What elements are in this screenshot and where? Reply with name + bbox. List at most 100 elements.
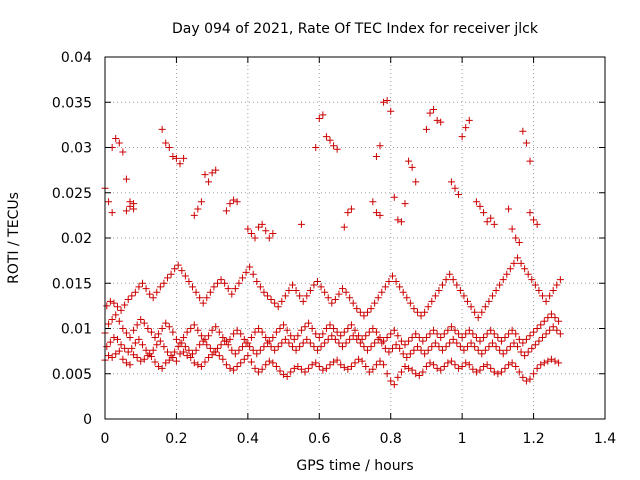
data-point — [285, 339, 293, 347]
data-point — [483, 330, 491, 338]
data-point — [356, 339, 364, 347]
data-point — [324, 335, 332, 343]
data-point — [294, 332, 302, 340]
data-point — [189, 283, 196, 291]
data-point — [326, 321, 334, 329]
data-point — [115, 347, 123, 355]
data-point — [105, 320, 113, 328]
data-point — [390, 193, 398, 201]
data-point — [231, 350, 239, 358]
data-point — [253, 350, 261, 358]
data-point — [539, 292, 546, 300]
data-point — [321, 339, 329, 347]
data-point — [158, 325, 166, 332]
data-point — [185, 346, 193, 354]
data-point — [553, 281, 561, 289]
data-point — [524, 348, 532, 356]
data-point — [546, 292, 554, 300]
data-point — [451, 184, 459, 192]
data-point — [480, 209, 488, 217]
data-point — [192, 288, 200, 296]
data-point — [381, 283, 389, 291]
data-point — [255, 325, 263, 332]
data-point — [214, 344, 221, 352]
data-point — [464, 343, 471, 351]
y-tick-label: 0.015 — [52, 276, 92, 292]
data-point — [383, 334, 391, 342]
data-point — [408, 163, 416, 171]
x-tick-label: 0.2 — [165, 431, 187, 447]
data-point — [505, 205, 513, 213]
data-point — [369, 365, 377, 373]
data-point — [422, 125, 430, 133]
data-point — [462, 330, 470, 338]
data-point — [478, 350, 486, 358]
y-tick-label: 0.005 — [52, 367, 92, 383]
data-point — [422, 334, 430, 342]
data-point — [190, 211, 198, 219]
data-point — [469, 365, 477, 373]
data-point — [351, 359, 359, 367]
data-point — [333, 145, 341, 153]
data-point — [197, 363, 205, 371]
data-point — [197, 332, 205, 340]
y-tick-label: 0 — [83, 412, 92, 428]
data-point — [299, 297, 307, 305]
data-point — [347, 321, 355, 329]
data-point — [414, 308, 421, 316]
data-point — [194, 205, 202, 213]
data-point — [199, 337, 207, 345]
data-point — [247, 358, 255, 366]
data-point — [319, 330, 327, 338]
data-point — [412, 178, 420, 186]
data-point — [346, 335, 354, 343]
data-point — [228, 290, 236, 298]
data-point — [269, 229, 277, 237]
data-point — [164, 348, 171, 356]
data-point — [535, 337, 543, 345]
data-point — [410, 305, 418, 313]
data-point — [517, 259, 525, 267]
data-point — [130, 351, 138, 359]
data-point — [312, 359, 320, 367]
data-point — [349, 299, 357, 307]
y-tick-label: 0.01 — [61, 322, 92, 338]
data-point — [230, 196, 238, 204]
data-point — [322, 325, 330, 332]
data-point — [555, 317, 563, 325]
data-point — [301, 323, 309, 331]
data-point — [383, 370, 391, 378]
data-point — [387, 377, 395, 385]
data-point — [244, 225, 252, 233]
data-point — [510, 339, 518, 347]
data-point — [417, 312, 425, 320]
data-point — [258, 328, 266, 336]
data-point — [421, 350, 429, 358]
data-point — [203, 294, 211, 302]
data-point — [483, 218, 491, 226]
data-point — [330, 358, 338, 366]
data-point — [494, 334, 502, 342]
data-point — [121, 301, 129, 309]
data-point — [258, 220, 266, 228]
data-point — [533, 220, 541, 228]
data-point — [512, 363, 520, 371]
data-point — [339, 343, 346, 351]
data-point — [280, 371, 288, 379]
data-point — [530, 370, 538, 378]
data-point — [514, 254, 521, 262]
data-point — [526, 209, 534, 217]
data-point — [201, 335, 209, 343]
data-point — [183, 328, 191, 336]
data-point — [139, 341, 146, 349]
data-point — [372, 328, 380, 336]
data-point — [178, 267, 186, 275]
data-point — [290, 335, 298, 343]
data-point — [181, 343, 189, 351]
data-point — [522, 377, 530, 385]
data-point — [106, 338, 114, 346]
data-point — [349, 332, 357, 340]
data-point — [399, 288, 407, 296]
data-point — [131, 288, 139, 296]
